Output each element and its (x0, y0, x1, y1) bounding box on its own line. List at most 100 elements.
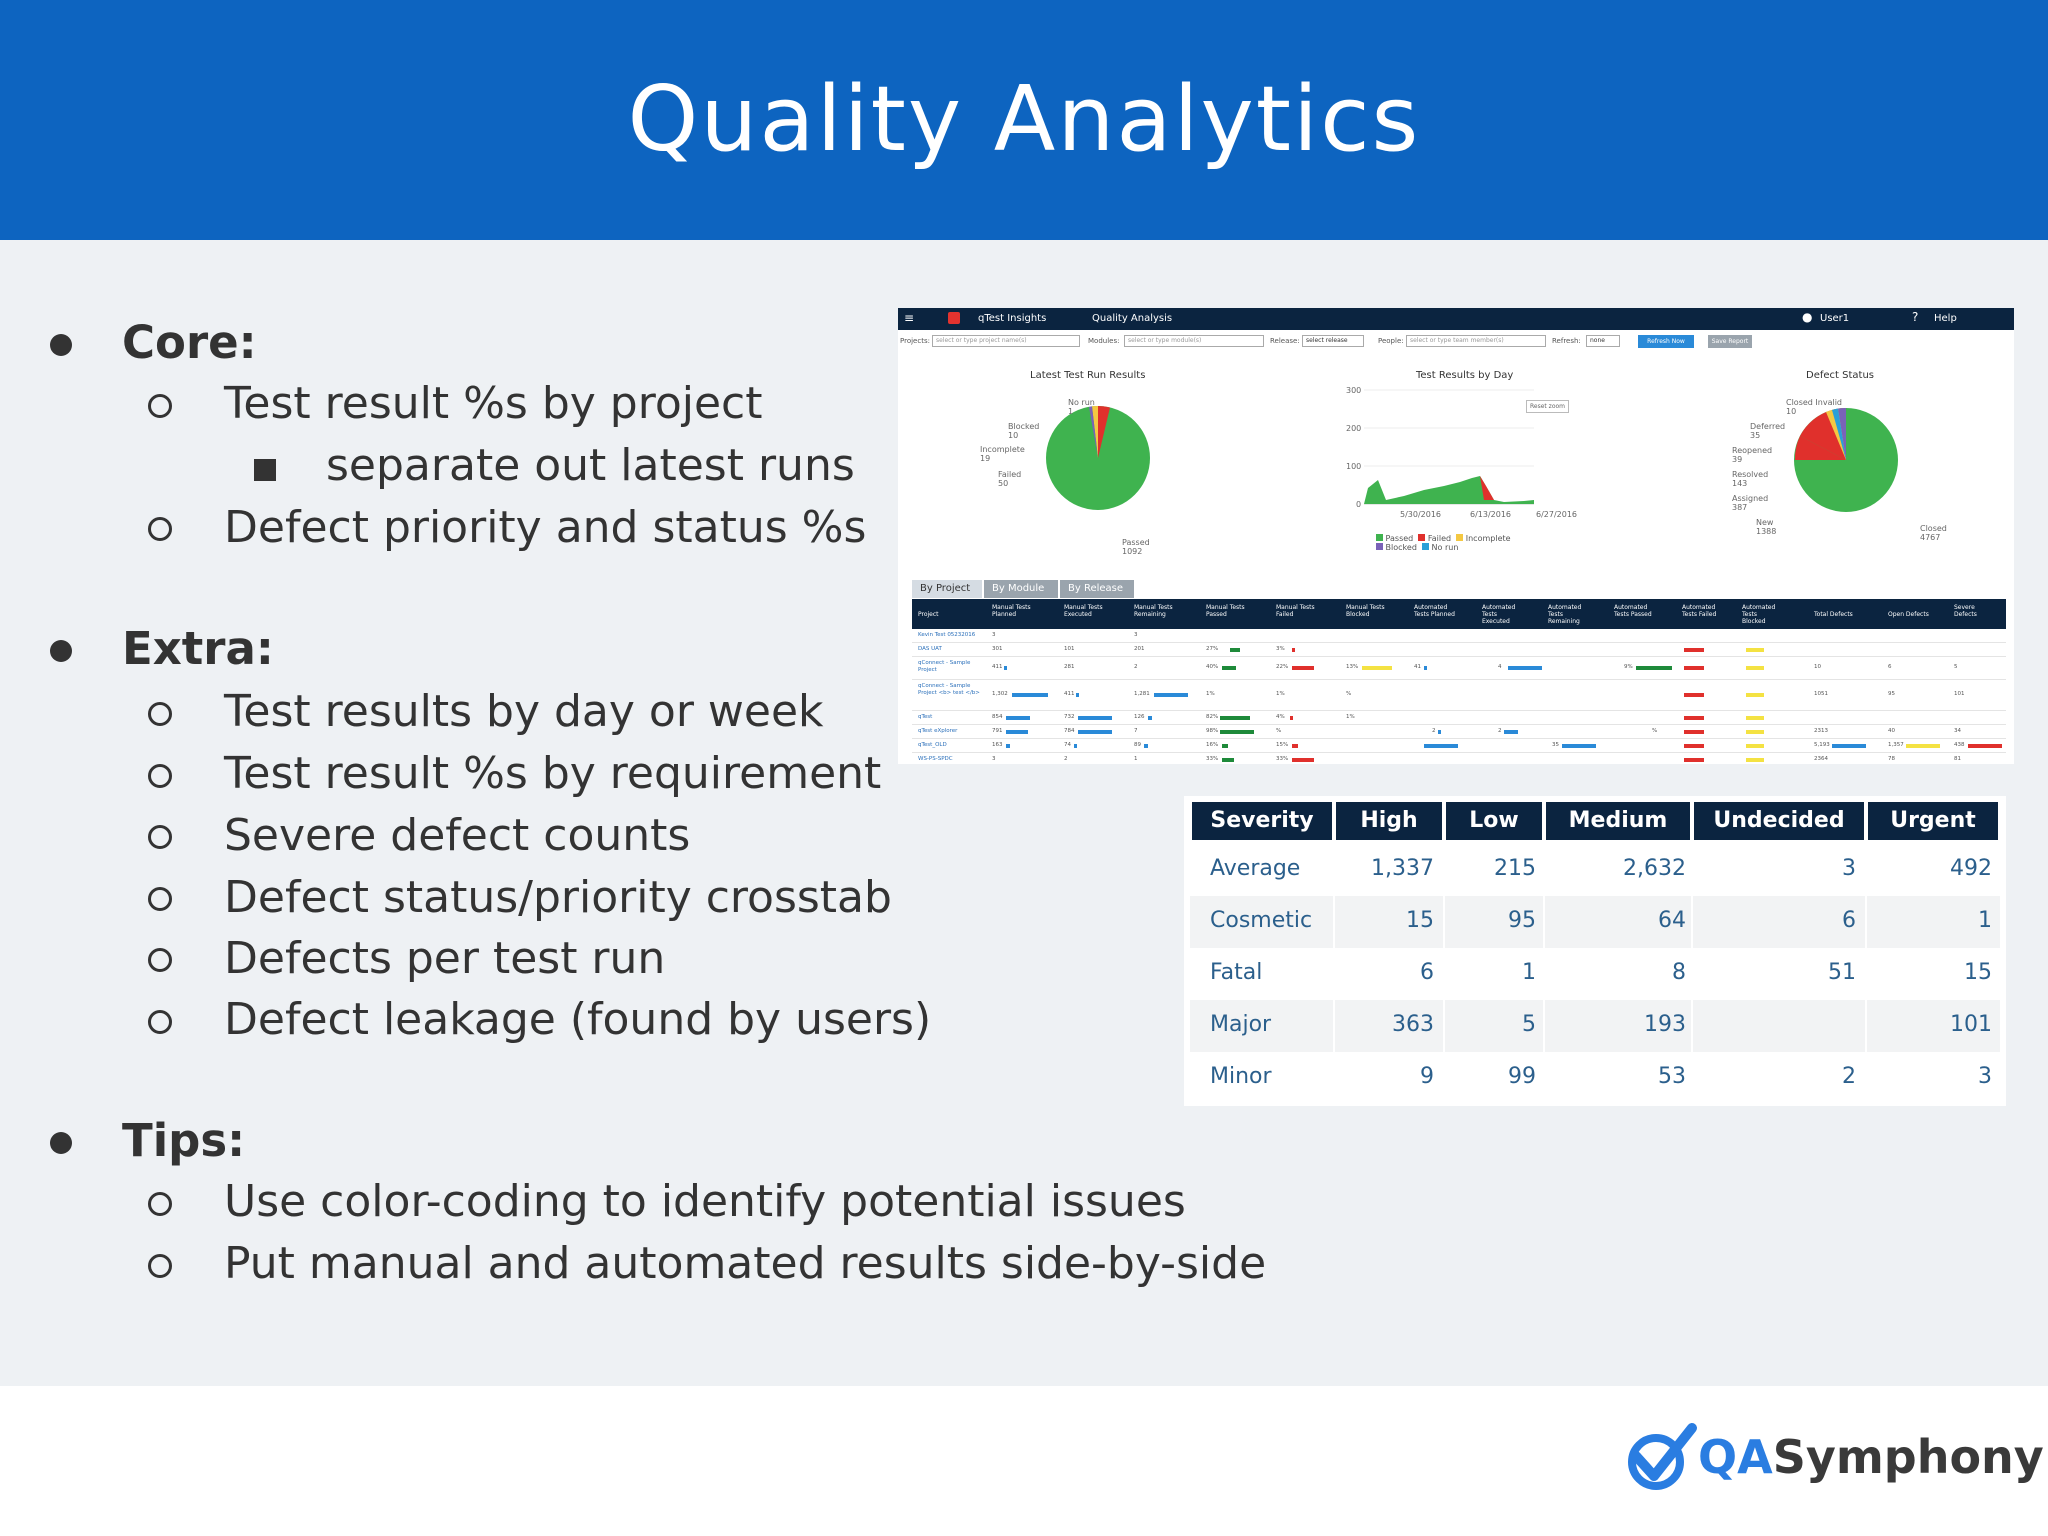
bar (1078, 716, 1112, 720)
menu-icon[interactable]: ≡ (904, 311, 915, 325)
th[interactable]: Manual Tests Passed (1206, 604, 1245, 618)
project-name[interactable]: WS-PS-SPDC (918, 756, 953, 762)
medium-header[interactable]: Medium (1546, 802, 1690, 840)
severity-header[interactable]: Severity (1192, 802, 1332, 840)
bar (1746, 693, 1764, 697)
cell-value: 1,337 (1371, 856, 1434, 881)
project-name[interactable]: qTest (918, 714, 933, 720)
low-header[interactable]: Low (1446, 802, 1542, 840)
cell-value: 15 (1406, 908, 1434, 933)
cell: % (1276, 728, 1282, 734)
bar (1220, 716, 1250, 720)
cell: 3 (1134, 632, 1138, 638)
user-name[interactable]: User1 (1820, 313, 1850, 324)
th[interactable]: Open Defects (1888, 611, 1929, 618)
cell: 101 (1954, 691, 1965, 697)
core-heading: Core: (122, 316, 257, 369)
reset-zoom-button[interactable]: Reset zoom (1526, 400, 1570, 413)
bar (1222, 758, 1234, 762)
project-name[interactable]: DAS UAT (918, 646, 942, 652)
th[interactable]: Manual Tests Executed (1064, 604, 1103, 618)
help-link[interactable]: Help (1934, 313, 1957, 324)
cell-value: 15 (1964, 960, 1992, 985)
project-name[interactable]: Kevin Test 05232016 (918, 632, 976, 638)
th[interactable]: Automated Tests Failed (1682, 604, 1717, 618)
table-row[interactable]: qConnect - Sample Project <b> test </b> … (912, 681, 2006, 711)
bar (1012, 693, 1048, 697)
bullet-dot (50, 640, 72, 662)
th[interactable]: Total Defects (1814, 611, 1853, 618)
cell: 1 (1134, 756, 1138, 762)
table-row[interactable]: qTest 854 732 126 82% 4% 1% (912, 712, 2006, 725)
cell: 4% (1276, 714, 1285, 720)
cell-value: 2,632 (1623, 856, 1686, 881)
severity-name: Average (1210, 856, 1301, 881)
refresh-select[interactable]: none (1586, 335, 1620, 347)
th[interactable]: Automated Tests Remaining (1548, 604, 1582, 625)
bullet-dot (50, 1132, 72, 1154)
th[interactable]: Manual Tests Planned (992, 604, 1031, 618)
th[interactable]: Manual Tests Remaining (1134, 604, 1173, 618)
severity-name: Cosmetic (1210, 908, 1313, 933)
bar (1148, 716, 1152, 720)
cell: 126 (1134, 714, 1145, 720)
tab-by-project[interactable]: By Project (912, 580, 982, 598)
people-select[interactable]: select or type team member(s) (1406, 335, 1546, 347)
bullet-circle (148, 948, 172, 972)
cell: 81 (1954, 756, 1961, 762)
th[interactable]: Severe Defects (1954, 604, 1977, 618)
th[interactable]: Automated Tests Blocked (1742, 604, 1776, 625)
cell: 78 (1888, 756, 1895, 762)
help-icon[interactable]: ? (1912, 310, 1919, 324)
project-table-header: Project Manual Tests Planned Manual Test… (912, 599, 2006, 629)
bar (1290, 716, 1293, 720)
release-select[interactable]: select release (1302, 335, 1364, 347)
modules-select[interactable]: select or type module(s) (1124, 335, 1264, 347)
projects-select[interactable]: select or type project name(s) (932, 335, 1080, 347)
section-name[interactable]: Quality Analysis (1092, 313, 1173, 324)
cell: 22% (1276, 664, 1289, 670)
th[interactable]: Automated Tests Passed (1614, 604, 1652, 618)
urgent-header[interactable]: Urgent (1868, 802, 1998, 840)
high-header[interactable]: High (1336, 802, 1442, 840)
cell: 35 (1552, 742, 1559, 748)
user-icon[interactable]: ● (1802, 310, 1813, 324)
project-name[interactable]: qConnect - Sample Project (918, 660, 971, 673)
bar (1292, 758, 1314, 762)
save-report-button[interactable]: Save Report (1708, 335, 1752, 348)
th[interactable]: Manual Tests Failed (1276, 604, 1315, 618)
refresh-now-button[interactable]: Refresh Now (1638, 335, 1694, 348)
results-by-day-area (1364, 389, 1534, 505)
x-tick: 5/30/2016 (1400, 510, 1442, 519)
table-row[interactable]: DAS UAT 301 101 201 27% 3% (912, 644, 2006, 657)
th[interactable]: Manual Tests Blocked (1346, 604, 1385, 618)
project-name[interactable]: qTest_OLD (918, 742, 947, 748)
pie-label-new: New 1388 (1756, 518, 1777, 536)
bar (1144, 744, 1148, 748)
project-name[interactable]: qConnect - Sample Project <b> test </b> (918, 683, 980, 696)
bar (1906, 744, 1940, 748)
table-row[interactable]: qTest eXplorer 791 784 7 98% % 2 2 % 231… (912, 726, 2006, 739)
pie-label-closed-invalid: Closed Invalid 10 (1786, 398, 1843, 416)
th[interactable]: Project (918, 611, 939, 618)
core-subitem: separate out latest runs (326, 440, 855, 491)
projects-label: Projects: (900, 337, 930, 345)
table-row[interactable]: qTest_OLD 163 74 89 16% 15% 35 5,193 1,3… (912, 740, 2006, 753)
bar (1074, 744, 1077, 748)
th[interactable]: Automated Tests Executed (1482, 604, 1516, 625)
table-row[interactable]: qConnect - Sample Project 411 281 2 40% … (912, 658, 2006, 680)
table-row[interactable]: Kevin Test 05232016 3 3 (912, 630, 2006, 643)
cell: 5 (1954, 664, 1958, 670)
table-row[interactable]: WS-PS-SPDC 3 2 1 33% 33% 2364 78 81 (912, 754, 2006, 764)
th[interactable]: Automated Tests Planned (1414, 604, 1455, 618)
cell-value: 99 (1508, 1064, 1536, 1089)
cell: 201 (1134, 646, 1145, 652)
tab-by-module[interactable]: By Module (984, 580, 1058, 598)
cell: 1051 (1814, 691, 1828, 697)
divider (1333, 844, 1335, 1106)
project-name[interactable]: qTest eXplorer (918, 728, 958, 734)
tab-by-release[interactable]: By Release (1060, 580, 1134, 598)
divider (1691, 844, 1693, 1106)
undecided-header[interactable]: Undecided (1694, 802, 1864, 840)
pie-label-reopened: Reopened 39 (1732, 446, 1773, 464)
